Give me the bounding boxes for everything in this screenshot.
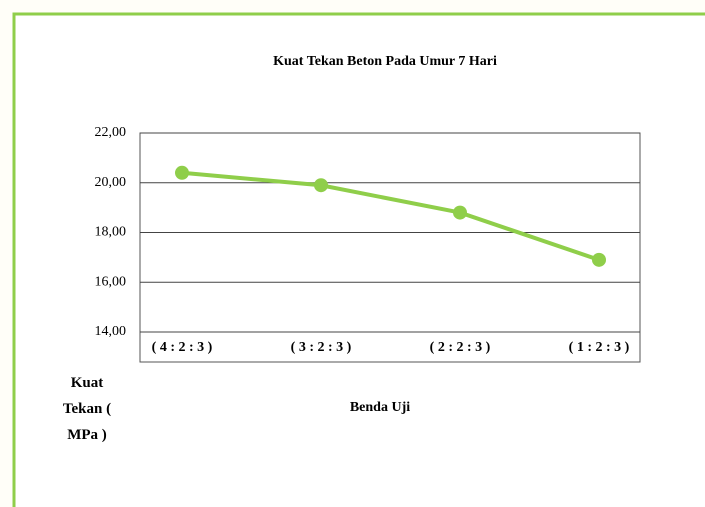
x-axis-label: Benda Uji: [350, 400, 410, 415]
x-tick-label: ( 4 : 2 : 3 ): [152, 340, 213, 355]
y-tick-label: 18,00: [95, 225, 127, 240]
line: [181, 170, 600, 262]
y-axis-label: Kuat Tekan ( MPa ): [62, 375, 112, 443]
y-tick-label: 20,00: [95, 175, 127, 190]
chart-title: Kuat Tekan Beton Pada Umur 7 Hari: [273, 54, 497, 69]
frame: [12, 12, 705, 507]
y-tick-label: 22,00: [95, 125, 127, 140]
x-tick-label: ( 2 : 2 : 3 ): [430, 340, 491, 355]
marker: [314, 178, 328, 193]
marker: [453, 205, 467, 220]
x-tick-label: ( 1 : 2 : 3 ): [569, 340, 630, 355]
x-tick-label: ( 3 : 2 : 3 ): [291, 340, 352, 355]
marker: [592, 252, 606, 267]
y-tick-label: 14,00: [95, 324, 127, 339]
y-tick-label: 16,00: [95, 274, 127, 289]
marker: [175, 165, 189, 180]
